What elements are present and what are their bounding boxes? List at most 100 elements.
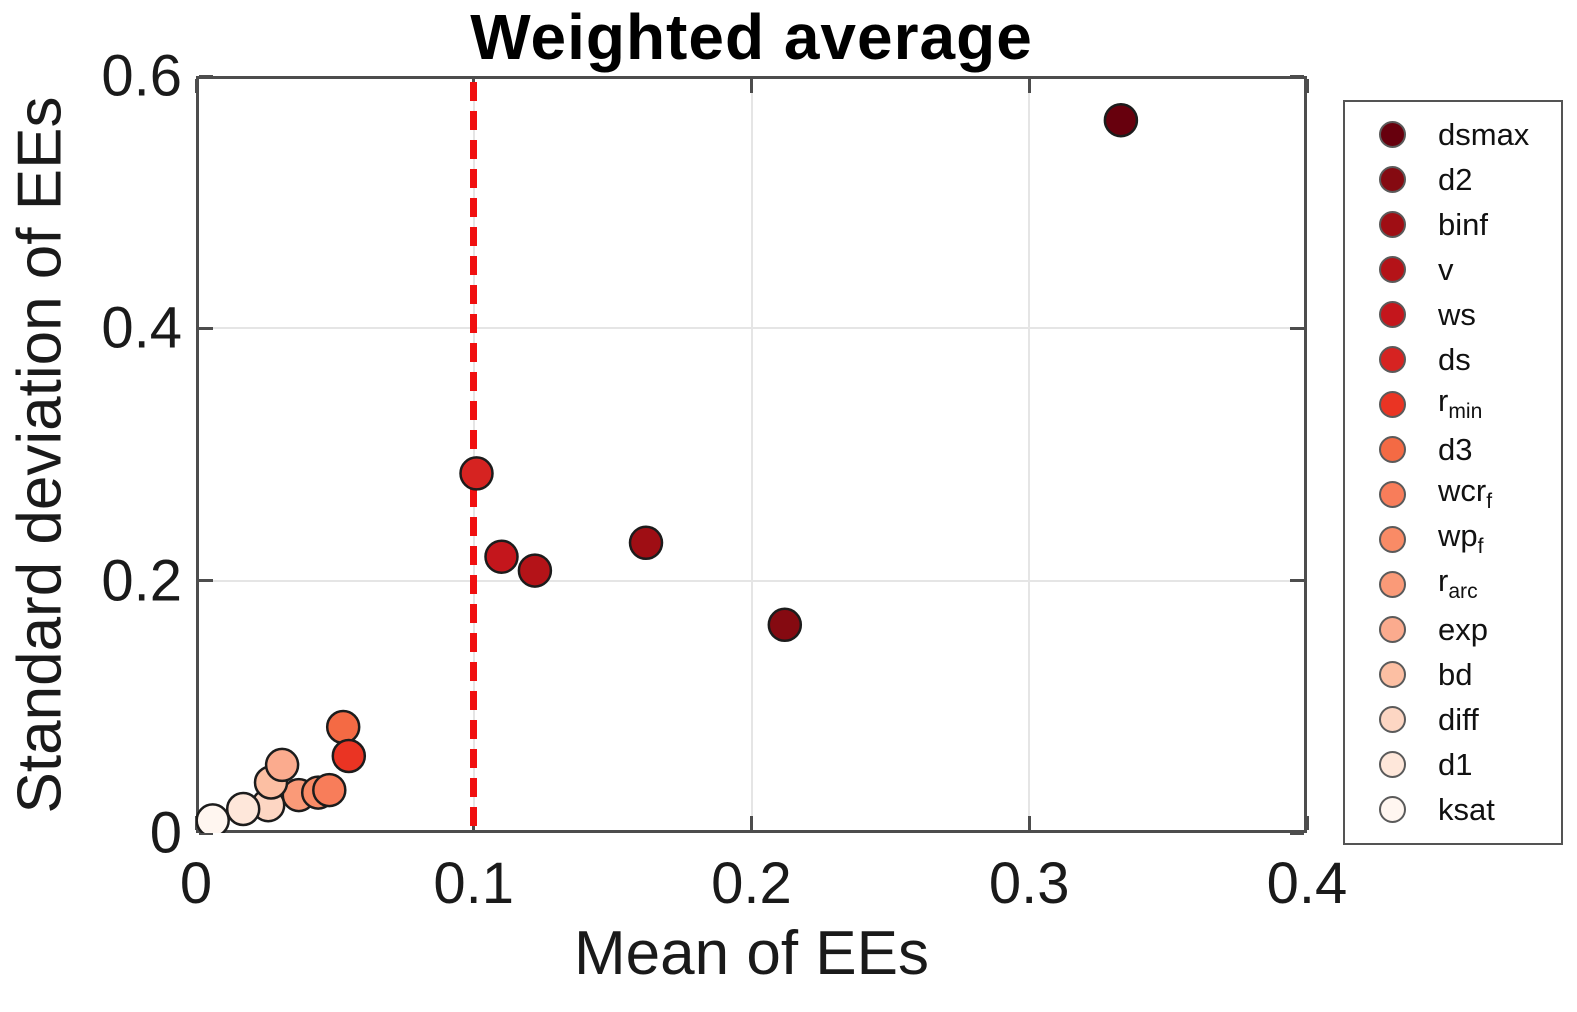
legend-swatch bbox=[1379, 390, 1406, 418]
legend-label: d3 bbox=[1438, 431, 1473, 467]
legend-swatch bbox=[1379, 750, 1406, 778]
legend-label-subscript: f bbox=[1477, 535, 1484, 559]
x-tick-label: 0.3 bbox=[988, 851, 1070, 916]
legend-swatch bbox=[1379, 300, 1406, 328]
tick-mark bbox=[1290, 579, 1304, 583]
legend-item-d2: d2 bbox=[1345, 163, 1561, 195]
reference-line bbox=[470, 82, 478, 830]
legend-swatch bbox=[1379, 165, 1406, 193]
scatter-point-d1 bbox=[225, 791, 261, 827]
scatter-point-exp bbox=[264, 747, 300, 783]
legend-label: v bbox=[1438, 251, 1454, 287]
legend-label: d1 bbox=[1438, 746, 1473, 782]
y-tick-label: 0.2 bbox=[101, 548, 182, 614]
legend-item-ds: ds bbox=[1345, 343, 1561, 375]
tick-mark bbox=[1290, 831, 1304, 835]
tick-mark bbox=[750, 79, 753, 93]
legend-swatch bbox=[1379, 705, 1406, 733]
grid-line-vertical bbox=[750, 79, 753, 830]
legend-label: ds bbox=[1438, 341, 1471, 377]
tick-mark bbox=[750, 816, 753, 830]
grid-line-horizontal bbox=[199, 327, 1304, 330]
tick-mark bbox=[1290, 74, 1304, 78]
y-tick-label: 0 bbox=[149, 800, 182, 866]
legend: dsmax d2 binf v ws ds rmin d3 wcrf wpf rarc exp bd di… bbox=[1343, 100, 1563, 845]
legend-label: d2 bbox=[1438, 161, 1473, 197]
legend-swatch bbox=[1379, 525, 1406, 553]
legend-label: bd bbox=[1438, 656, 1473, 692]
legend-item-ksat: ksat bbox=[1345, 793, 1561, 825]
tick-mark bbox=[194, 79, 198, 93]
legend-item-wcrf: wcrf bbox=[1345, 473, 1561, 514]
tick-mark bbox=[199, 74, 213, 78]
legend-item-v: v bbox=[1345, 253, 1561, 285]
legend-item-dsmax: dsmax bbox=[1345, 118, 1561, 150]
scatter-point-ksat bbox=[196, 803, 230, 833]
legend-label: exp bbox=[1438, 611, 1488, 647]
scatter-point-dsmax bbox=[1103, 102, 1139, 138]
legend-item-rmin: rmin bbox=[1345, 383, 1561, 424]
legend-item-wpf: wpf bbox=[1345, 518, 1561, 559]
legend-item-rarc: rarc bbox=[1345, 563, 1561, 604]
legend-label: ksat bbox=[1438, 791, 1495, 827]
tick-mark bbox=[1027, 816, 1031, 830]
y-tick-label: 0.4 bbox=[101, 295, 182, 361]
tick-mark bbox=[1305, 816, 1309, 830]
scatter-point-rmin bbox=[331, 738, 367, 774]
x-tick-label: 0 bbox=[179, 851, 213, 916]
plot-area bbox=[194, 74, 1309, 835]
x-axis-label: Mean of EEs bbox=[574, 919, 929, 988]
legend-swatch bbox=[1379, 120, 1406, 148]
scatter-point-ws bbox=[484, 539, 519, 574]
scatter-point-binf bbox=[628, 525, 664, 561]
legend-item-diff: diff bbox=[1345, 703, 1561, 735]
legend-label: diff bbox=[1438, 701, 1479, 737]
legend-label: dsmax bbox=[1438, 116, 1530, 152]
tick-mark bbox=[1027, 79, 1031, 93]
legend-label: wcrf bbox=[1438, 473, 1493, 514]
legend-swatch bbox=[1379, 480, 1406, 508]
scatter-layer bbox=[196, 102, 1139, 833]
scatter-point-wcrf bbox=[312, 772, 347, 808]
legend-label-subscript: f bbox=[1486, 490, 1493, 514]
x-tick-label: 0.2 bbox=[711, 851, 792, 916]
legend-label: rmin bbox=[1438, 383, 1483, 424]
legend-swatch bbox=[1379, 255, 1406, 283]
tick-mark bbox=[199, 326, 213, 330]
legend-swatch bbox=[1379, 345, 1406, 373]
grid-line-vertical bbox=[1028, 79, 1031, 830]
tick-mark bbox=[1290, 326, 1304, 330]
tick-mark bbox=[199, 831, 213, 835]
scatter-point-v bbox=[517, 553, 553, 588]
legend-label: ws bbox=[1438, 296, 1476, 332]
legend-item-ws: ws bbox=[1345, 298, 1561, 330]
chart-title: Weighted average bbox=[470, 1, 1033, 73]
legend-swatch bbox=[1379, 435, 1406, 463]
legend-swatch bbox=[1379, 570, 1406, 598]
legend-label: wpf bbox=[1438, 518, 1484, 559]
legend-swatch bbox=[1379, 210, 1406, 238]
scatter-point-ds bbox=[459, 456, 494, 491]
x-tick-label: 0.1 bbox=[433, 851, 515, 916]
x-tick-label: 0.4 bbox=[1266, 851, 1348, 916]
legend-item-binf: binf bbox=[1345, 208, 1561, 240]
legend-swatch bbox=[1379, 615, 1406, 643]
legend-swatch bbox=[1379, 795, 1406, 823]
y-axis-label: Standard deviation of EEs bbox=[5, 96, 75, 814]
y-tick-label: 0.6 bbox=[101, 43, 182, 109]
scatter-point-d2 bbox=[767, 607, 803, 643]
scatter-point-d3 bbox=[325, 709, 361, 745]
legend-item-d3: d3 bbox=[1345, 433, 1561, 465]
legend-label-subscript: min bbox=[1448, 400, 1483, 424]
grid-line-horizontal bbox=[199, 579, 1304, 582]
legend-label: rarc bbox=[1438, 563, 1478, 604]
legend-item-bd: bd bbox=[1345, 658, 1561, 690]
tick-mark bbox=[1305, 79, 1309, 93]
legend-swatch bbox=[1379, 660, 1406, 688]
legend-item-d1: d1 bbox=[1345, 748, 1561, 780]
legend-item-exp: exp bbox=[1345, 613, 1561, 645]
tick-mark bbox=[199, 579, 213, 583]
legend-label-subscript: arc bbox=[1448, 580, 1478, 604]
legend-label: binf bbox=[1438, 206, 1488, 242]
